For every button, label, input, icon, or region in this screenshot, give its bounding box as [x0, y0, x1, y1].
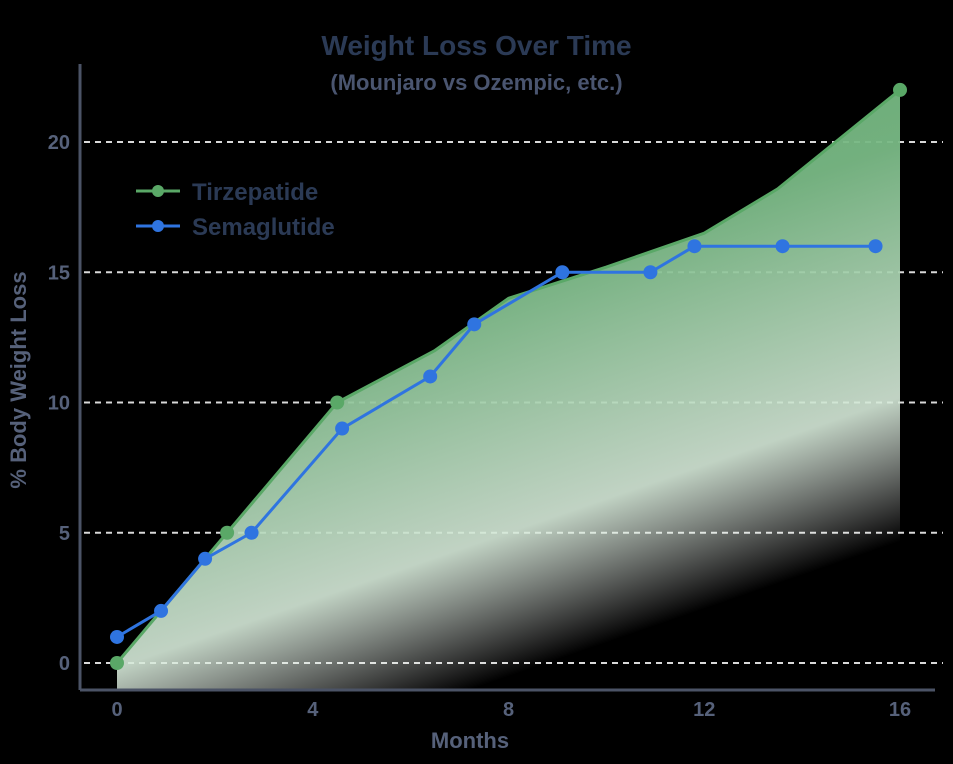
data-point	[555, 265, 570, 280]
data-point	[335, 421, 350, 436]
tirzepatide-area	[117, 89, 900, 690]
data-point	[330, 395, 345, 410]
legend: Tirzepatide Semaglutide	[136, 179, 335, 241]
data-point	[868, 239, 883, 254]
svg-text:Semaglutide: Semaglutide	[192, 214, 335, 241]
chart-title: Weight Loss Over Time	[321, 30, 632, 61]
legend-item-tirzepatide: Tirzepatide	[136, 179, 318, 206]
data-point	[220, 525, 235, 540]
x-tick-label: 4	[307, 699, 319, 721]
y-axis-label: % Body Weight Loss	[6, 271, 31, 488]
data-point	[198, 551, 213, 566]
y-tick-label: 20	[48, 132, 70, 154]
data-point	[244, 525, 259, 540]
axis-ticks: 0 5 10 15 20 0 4 8 12 16	[48, 132, 911, 721]
semaglutide-series	[110, 239, 883, 644]
semaglutide-marker-icon	[152, 220, 164, 232]
svg-text:Tirzepatide: Tirzepatide	[192, 179, 318, 206]
x-tick-label: 16	[889, 699, 911, 721]
y-tick-label: 10	[48, 393, 70, 415]
data-point	[110, 656, 124, 670]
legend-item-semaglutide: Semaglutide	[136, 214, 335, 241]
data-point	[154, 603, 169, 618]
chart-subtitle: (Mounjaro vs Ozempic, etc.)	[330, 70, 623, 95]
y-tick-label: 15	[48, 262, 70, 284]
data-point	[643, 265, 658, 280]
x-tick-label: 8	[503, 699, 514, 721]
x-axis-label: Months	[431, 728, 509, 753]
data-point	[423, 369, 438, 384]
data-point	[110, 629, 124, 644]
axes	[78, 64, 935, 692]
data-point	[775, 239, 790, 254]
y-tick-label: 5	[59, 523, 70, 545]
tirzepatide-series	[110, 82, 907, 670]
data-point	[893, 82, 907, 97]
tirzepatide-marker-icon	[152, 185, 164, 197]
data-point	[467, 317, 482, 332]
data-point	[687, 239, 702, 254]
x-tick-label: 12	[693, 699, 715, 721]
y-tick-label: 0	[59, 653, 70, 675]
x-tick-label: 0	[111, 699, 122, 721]
